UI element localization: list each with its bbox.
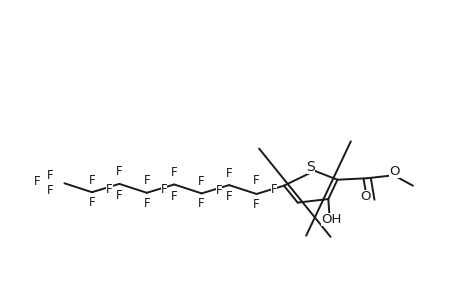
Text: F: F: [171, 190, 177, 203]
Text: F: F: [46, 184, 53, 197]
Text: F: F: [252, 198, 259, 211]
Text: F: F: [171, 166, 177, 179]
Text: F: F: [116, 166, 123, 178]
Text: O: O: [388, 165, 399, 178]
Text: F: F: [143, 197, 150, 210]
Text: F: F: [252, 174, 259, 187]
Text: F: F: [89, 174, 95, 187]
Text: F: F: [34, 175, 40, 188]
Text: F: F: [116, 189, 123, 202]
Text: OH: OH: [321, 213, 341, 226]
Text: F: F: [215, 184, 222, 197]
Text: F: F: [270, 183, 277, 196]
Text: F: F: [89, 196, 95, 209]
Text: F: F: [198, 197, 205, 210]
Text: S: S: [306, 160, 314, 174]
Text: F: F: [198, 175, 205, 188]
Text: O: O: [359, 190, 370, 203]
Text: F: F: [143, 174, 150, 188]
Text: F: F: [225, 167, 232, 180]
Text: F: F: [46, 169, 53, 182]
Text: F: F: [161, 183, 167, 196]
Text: F: F: [225, 190, 232, 203]
Text: F: F: [106, 183, 112, 196]
